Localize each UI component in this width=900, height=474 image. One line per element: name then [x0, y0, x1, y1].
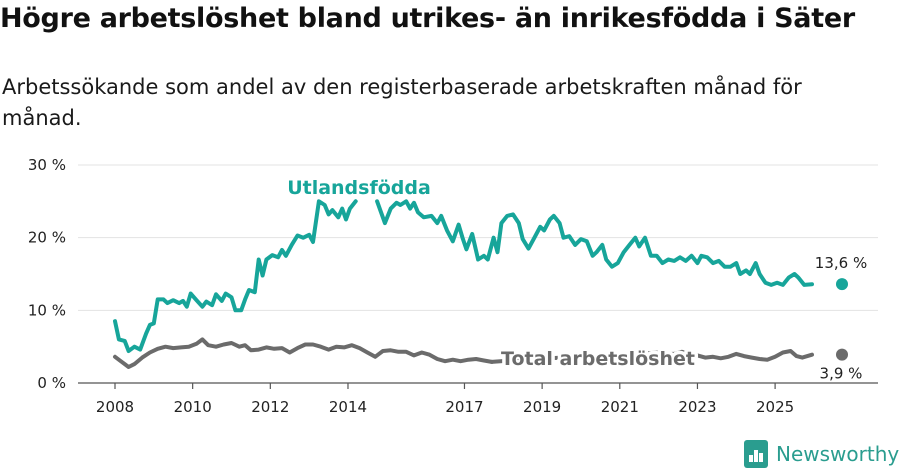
series-label-utlandsfodda: Utlandsfödda: [287, 177, 431, 199]
end-label-total: 3,9 %: [820, 365, 863, 383]
x-tick-label: 2014: [329, 398, 367, 416]
brand-icon: [744, 440, 768, 468]
series-label-total: Total arbetslöshet: [501, 348, 695, 370]
series-label-utlandsfodda-halo: Utlandsfödda: [287, 177, 431, 199]
y-tick-label: 30 %: [28, 156, 66, 174]
brand-name: Newsworthy: [776, 442, 900, 466]
x-tick-label: 2021: [601, 398, 639, 416]
series-line-total: [656, 349, 814, 362]
end-point-utlandsfodda: [836, 278, 848, 291]
chart-subtitle: Arbetssökande som andel av den registerb…: [2, 75, 802, 130]
y-tick-label: 20 %: [28, 229, 66, 247]
x-tick-label: 2023: [678, 398, 716, 416]
chart-title: Högre arbetslöshet bland utrikes- än inr…: [0, 3, 855, 34]
x-tick-label: 2019: [523, 398, 561, 416]
x-tick-label: 2025: [756, 398, 794, 416]
end-label-utlandsfodda: 13,6 %: [815, 254, 867, 272]
y-tick-label: 0 %: [37, 374, 66, 392]
x-tick-label: 2010: [174, 398, 212, 416]
end-point-total: [836, 348, 848, 361]
x-tick-label: 2017: [445, 398, 483, 416]
x-tick-label: 2008: [96, 398, 134, 416]
series-label-total-halo: Total arbetslöshet: [501, 348, 695, 370]
x-tick-label: 2012: [251, 398, 289, 416]
series-line-utlandsfodda: [113, 199, 358, 353]
series-line-utlandsfodda: [375, 199, 814, 287]
y-tick-label: 10 %: [28, 301, 66, 319]
brand-logo: Newsworthy: [744, 440, 899, 468]
series-line-total: [489, 350, 661, 364]
series-line-total: [113, 337, 494, 369]
